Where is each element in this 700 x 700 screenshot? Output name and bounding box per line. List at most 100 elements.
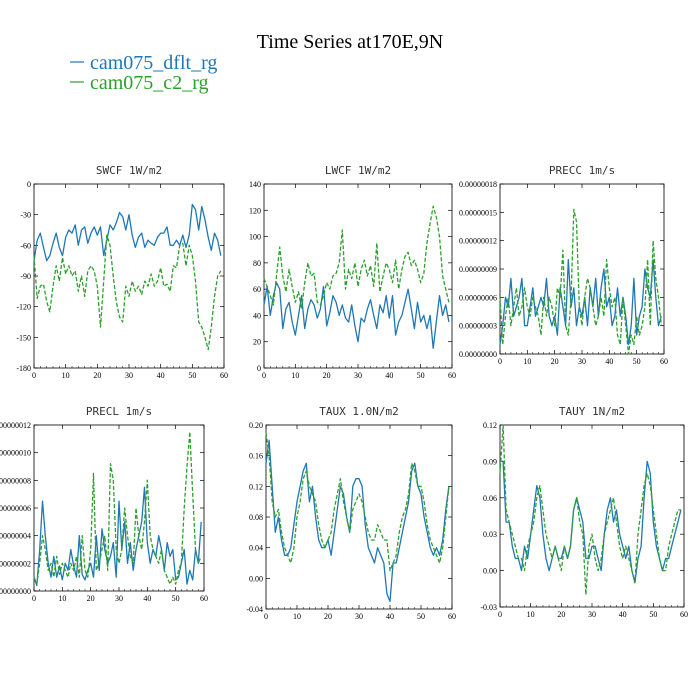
y-tick-label: 0.00 xyxy=(249,574,263,583)
chart-title: TAUX 1.0N/m2 xyxy=(319,405,398,418)
plot-frame xyxy=(499,424,685,608)
y-tick-label: -120 xyxy=(16,303,31,312)
y-tick-label: 60 xyxy=(253,285,261,294)
y-tick-label: -0.03 xyxy=(480,603,497,612)
series-line-c2 xyxy=(33,234,222,351)
x-tick-label: 30 xyxy=(115,594,123,603)
x-tick-label: 0 xyxy=(498,357,502,366)
y-tick-label: 0.00000018 xyxy=(459,180,497,189)
x-tick-label: 0 xyxy=(264,612,268,621)
chart-title: PRECL 1m/s xyxy=(86,405,152,418)
x-tick-label: 50 xyxy=(417,612,425,621)
x-tick-label: 10 xyxy=(58,594,66,603)
x-tick-label: 20 xyxy=(557,610,565,619)
plot-frame xyxy=(499,183,665,355)
x-tick-label: 0 xyxy=(498,610,502,619)
y-tick-label: 0.12 xyxy=(249,482,263,491)
y-tick-label: 0.09 xyxy=(483,457,497,466)
x-tick-label: 40 xyxy=(157,371,165,380)
x-tick-label: 30 xyxy=(354,371,362,380)
x-tick-label: 0 xyxy=(32,371,36,380)
x-tick-label: 40 xyxy=(619,610,627,619)
chart-title: PRECC 1m/s xyxy=(549,164,615,177)
x-tick-label: 30 xyxy=(588,610,596,619)
y-tick-label: -60 xyxy=(20,241,31,250)
x-tick-label: 10 xyxy=(293,612,301,621)
y-tick-label: 0.00000012 xyxy=(459,237,497,246)
figure-legend: cam075_dflt_rg cam075_c2_rg xyxy=(70,52,217,94)
x-tick-label: 60 xyxy=(660,357,668,366)
y-tick-label: 0.20 xyxy=(249,421,263,430)
y-tick-label: 120 xyxy=(249,206,261,215)
x-tick-label: 60 xyxy=(448,612,456,621)
x-tick-label: 50 xyxy=(649,610,657,619)
y-tick-label: 0.00000000 xyxy=(459,350,497,359)
series-line-c2 xyxy=(33,431,202,585)
panel-grid: SWCF 1W/m2 0 10 20 30 40 50 60 0 -30 -60 -90 -120 -15… xyxy=(0,164,688,621)
chart-title: SWCF 1W/m2 xyxy=(96,164,162,177)
legend-label-dflt: cam075_dflt_rg xyxy=(90,52,217,74)
x-tick-label: 60 xyxy=(448,371,456,380)
y-tick-label: 20 xyxy=(253,338,261,347)
y-tick-label: 0.00000009 xyxy=(459,265,497,274)
y-tick-label: 80 xyxy=(253,259,261,268)
legend-label-c2: cam075_c2_rg xyxy=(90,72,209,94)
y-tick-label: 0.00 xyxy=(483,567,497,576)
y-tick-label: 0.03 xyxy=(483,530,497,539)
y-tick-label: 0.08 xyxy=(249,513,263,522)
x-tick-label: 60 xyxy=(680,610,688,619)
y-tick-label: 0 xyxy=(27,180,31,189)
x-tick-label: 30 xyxy=(355,612,363,621)
chart-panel-4: TAUX 1.0N/m2 0 10 20 30 40 50 60 0.20 0.16 0.12 0.0… xyxy=(246,405,456,621)
x-tick-label: 40 xyxy=(385,371,393,380)
y-tick-label: 0.12 xyxy=(483,421,497,430)
y-tick-label: 0 xyxy=(257,364,261,373)
y-tick-label: 0.04 xyxy=(249,544,263,553)
y-tick-label: -90 xyxy=(20,272,31,281)
y-tick-label: -0.04 xyxy=(246,605,263,614)
y-tick-label: 0.000000008 xyxy=(0,476,31,485)
x-tick-label: 0 xyxy=(32,594,36,603)
chart-title: LWCF 1W/m2 xyxy=(325,164,391,177)
legend-item-c2: cam075_c2_rg xyxy=(70,72,209,94)
x-tick-label: 20 xyxy=(93,371,101,380)
x-tick-label: 20 xyxy=(324,612,332,621)
x-tick-label: 10 xyxy=(62,371,70,380)
series-line-dflt xyxy=(265,439,450,602)
chart-panel-0: SWCF 1W/m2 0 10 20 30 40 50 60 0 -30 -60 -90 -120 -15… xyxy=(16,164,228,380)
y-tick-label: 0.000000004 xyxy=(0,532,31,541)
x-tick-label: 50 xyxy=(188,371,196,380)
x-tick-label: 30 xyxy=(125,371,133,380)
y-tick-label: -180 xyxy=(16,364,31,373)
y-tick-label: 0.00000003 xyxy=(459,322,497,331)
x-tick-label: 50 xyxy=(172,594,180,603)
legend-item-dflt: cam075_dflt_rg xyxy=(70,52,217,74)
x-tick-label: 60 xyxy=(200,594,208,603)
y-tick-label: 0.00000006 xyxy=(459,293,497,302)
series-line-c2 xyxy=(265,432,450,572)
x-tick-label: 20 xyxy=(323,371,331,380)
chart-panel-2: PRECC 1m/s 0 10 20 30 40 50 60 0.00000000 0.00000… xyxy=(459,164,668,366)
chart-panel-5: TAUY 1N/m2 0 10 20 30 40 50 60 0.12 0.09 0.06 0.03 0… xyxy=(480,405,688,619)
x-tick-label: 40 xyxy=(605,357,613,366)
y-tick-label: 0.000000006 xyxy=(0,504,31,513)
chart-title: TAUY 1N/m2 xyxy=(559,405,625,418)
x-tick-label: 10 xyxy=(527,610,535,619)
y-tick-label: 0.16 xyxy=(249,452,263,461)
y-tick-label: 0.000000010 xyxy=(0,449,31,458)
series-line-dflt xyxy=(33,486,202,587)
y-tick-label: -150 xyxy=(16,333,31,342)
x-tick-label: 0 xyxy=(262,371,266,380)
x-tick-label: 10 xyxy=(523,357,531,366)
x-tick-label: 10 xyxy=(291,371,299,380)
series-line-dflt xyxy=(500,460,682,584)
x-tick-label: 40 xyxy=(386,612,394,621)
series-line-c2 xyxy=(499,208,662,355)
y-tick-label: 140 xyxy=(249,180,261,189)
series-line-c2 xyxy=(499,424,681,596)
